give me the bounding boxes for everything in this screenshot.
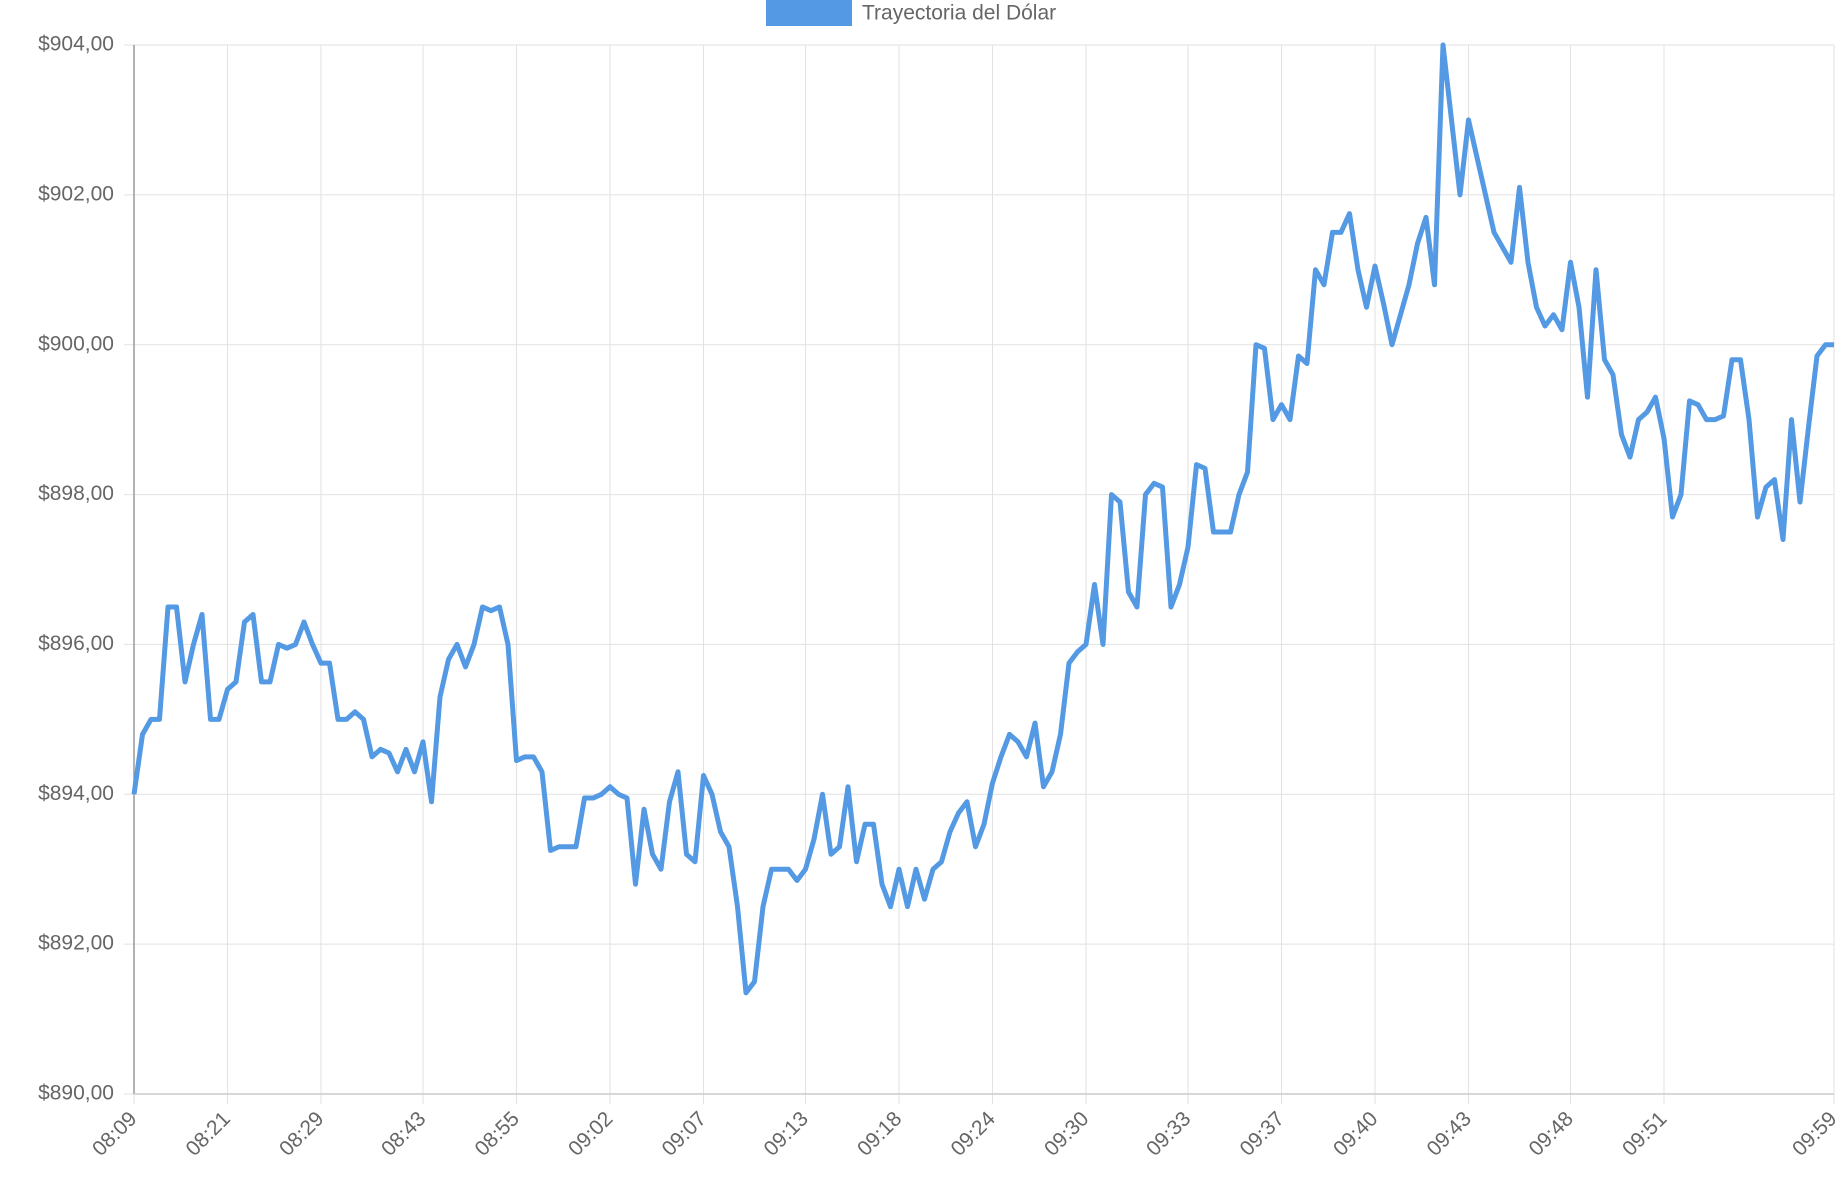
x-tick-label: 09:51: [1618, 1107, 1671, 1160]
x-tick-label: 08:09: [88, 1107, 141, 1160]
legend-swatch: [766, 0, 852, 26]
x-tick-label: 08:55: [471, 1107, 524, 1160]
x-tick-label: 09:40: [1329, 1107, 1382, 1160]
x-tick-label: 09:59: [1788, 1107, 1841, 1160]
x-tick-label: 09:18: [853, 1107, 906, 1160]
x-tick-label: 09:37: [1236, 1107, 1289, 1160]
y-tick-label: $904,00: [38, 33, 114, 56]
x-tick-label: 08:29: [275, 1107, 328, 1160]
x-tick-label: 09:33: [1142, 1107, 1195, 1160]
y-tick-label: $892,00: [38, 932, 114, 955]
x-tick-label: 09:43: [1423, 1107, 1476, 1160]
y-tick-label: $896,00: [38, 632, 114, 655]
x-tick-label: 09:13: [760, 1107, 813, 1160]
y-tick-label: $900,00: [38, 332, 114, 355]
x-tick-label: 09:24: [947, 1107, 1001, 1161]
x-tick-label: 09:07: [658, 1107, 711, 1160]
legend-label: Trayectoria del Dólar: [862, 2, 1056, 25]
x-tick-label: 09:48: [1525, 1107, 1578, 1160]
x-tick-label: 08:43: [377, 1107, 430, 1160]
x-tick-label: 09:30: [1040, 1107, 1093, 1160]
y-tick-label: $898,00: [38, 482, 114, 505]
x-tick-label: 09:02: [564, 1107, 617, 1160]
y-tick-label: $902,00: [38, 182, 114, 205]
y-tick-label: $890,00: [38, 1082, 114, 1105]
y-tick-label: $894,00: [38, 782, 114, 805]
x-tick-label: 08:21: [182, 1107, 235, 1160]
price-line: [131, 42, 1834, 996]
